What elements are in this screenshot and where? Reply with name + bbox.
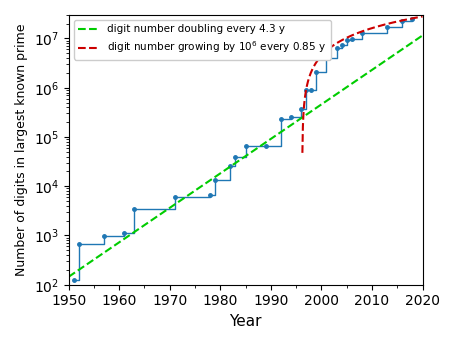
Line: digit number doubling every 4.3 y: digit number doubling every 4.3 y bbox=[69, 35, 423, 277]
digit number doubling every 4.3 y bbox=[66, 275, 71, 279]
digit number doubling every 4.3 y bbox=[234, 160, 239, 164]
digit number growing by $10^6$ every 0.85 y bbox=[366, 27, 372, 31]
digit number growing by $10^6$ every 0.85 y bbox=[312, 64, 317, 68]
Y-axis label: Number of digits in largest known prime: Number of digits in largest known prime bbox=[15, 24, 28, 276]
digit number doubling every 4.3 y bbox=[277, 131, 282, 135]
digit number growing by $10^6$ every 0.85 y bbox=[420, 14, 425, 19]
digit number growing by $10^6$ every 0.85 y bbox=[300, 151, 305, 155]
digit number growing by $10^6$ every 0.85 y bbox=[413, 16, 418, 20]
Legend: digit number doubling every 4.3 y, digit number growing by $10^6$ every 0.85 y: digit number doubling every 4.3 y, digit… bbox=[74, 20, 331, 60]
digit number growing by $10^6$ every 0.85 y bbox=[323, 49, 329, 53]
X-axis label: Year: Year bbox=[229, 314, 262, 329]
digit number growing by $10^6$ every 0.85 y bbox=[320, 52, 325, 56]
digit number doubling every 4.3 y bbox=[236, 159, 242, 163]
digit number doubling every 4.3 y bbox=[356, 77, 361, 81]
Line: digit number growing by $10^6$ every 0.85 y: digit number growing by $10^6$ every 0.8… bbox=[303, 17, 423, 153]
digit number growing by $10^6$ every 0.85 y bbox=[385, 22, 390, 26]
digit number doubling every 4.3 y bbox=[258, 144, 263, 148]
digit number doubling every 4.3 y bbox=[420, 33, 425, 37]
digit number doubling every 4.3 y bbox=[411, 39, 417, 43]
